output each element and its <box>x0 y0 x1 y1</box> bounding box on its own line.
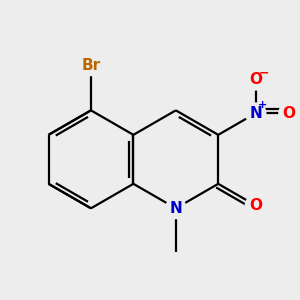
Text: O: O <box>249 72 262 87</box>
Text: −: − <box>259 66 269 79</box>
Circle shape <box>81 55 101 76</box>
Text: N: N <box>249 106 262 121</box>
Circle shape <box>279 103 299 124</box>
Text: O: O <box>249 198 262 213</box>
Text: Br: Br <box>81 58 101 73</box>
Text: O: O <box>283 106 296 121</box>
Circle shape <box>166 198 186 219</box>
Circle shape <box>245 195 266 216</box>
Text: N: N <box>169 201 182 216</box>
Circle shape <box>245 69 266 90</box>
Text: +: + <box>258 100 267 110</box>
Circle shape <box>245 103 266 124</box>
